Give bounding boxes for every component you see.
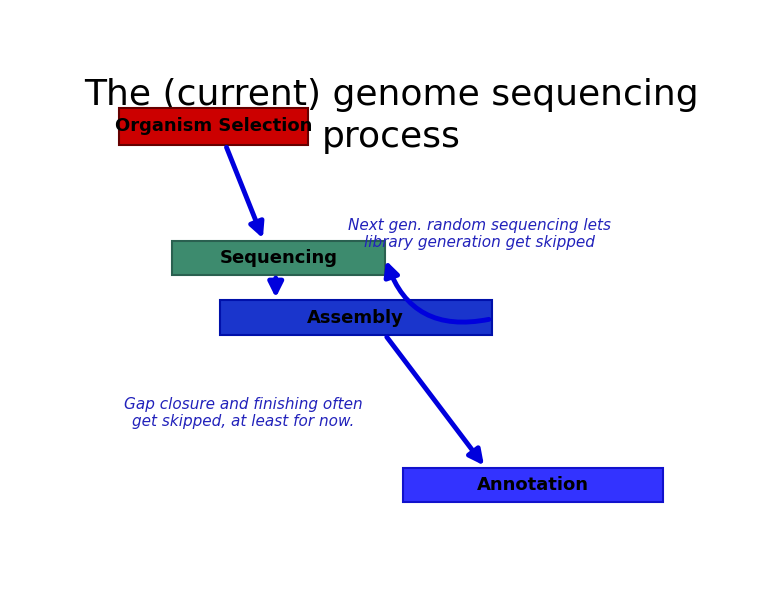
FancyBboxPatch shape — [403, 468, 663, 502]
Text: The (current) genome sequencing: The (current) genome sequencing — [84, 79, 698, 112]
Text: Next gen. random sequencing lets
library generation get skipped: Next gen. random sequencing lets library… — [348, 218, 611, 250]
FancyBboxPatch shape — [172, 241, 385, 275]
FancyArrowPatch shape — [386, 265, 489, 322]
FancyBboxPatch shape — [119, 108, 308, 145]
Text: process: process — [321, 120, 461, 154]
Text: Annotation: Annotation — [477, 476, 589, 494]
Text: Sequencing: Sequencing — [220, 249, 338, 267]
Text: Gap closure and finishing often
get skipped, at least for now.: Gap closure and finishing often get skip… — [124, 396, 362, 429]
FancyBboxPatch shape — [220, 300, 491, 335]
Text: Organism Selection: Organism Selection — [115, 117, 312, 136]
Text: Assembly: Assembly — [307, 309, 404, 327]
